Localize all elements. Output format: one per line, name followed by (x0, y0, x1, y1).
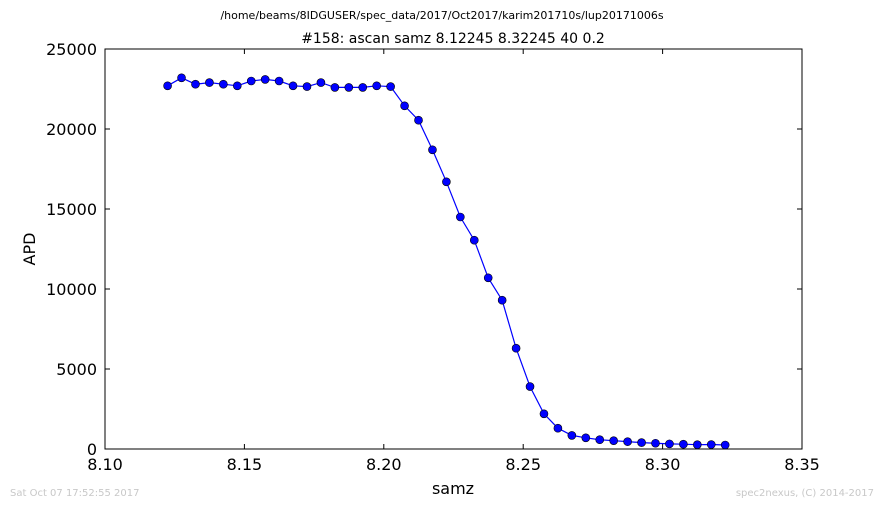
y-tick-label: 10000 (46, 280, 97, 299)
data-point (428, 145, 437, 155)
data-point (665, 439, 674, 449)
data-point (623, 437, 632, 446)
data-point (344, 83, 354, 92)
data-point (177, 73, 186, 83)
data-point (358, 83, 368, 92)
x-tick-label: 8.10 (87, 455, 123, 474)
data-point (386, 82, 395, 91)
y-tick-label: 5000 (56, 360, 97, 379)
data-point (330, 83, 340, 92)
x-tick-label: 8.15 (227, 455, 263, 474)
data-point (567, 431, 577, 440)
data-point (706, 440, 716, 449)
data-point (469, 235, 479, 245)
data-point (511, 343, 521, 353)
data-point (288, 81, 298, 91)
series-line (167, 77, 726, 446)
data-point (720, 440, 730, 450)
axis-ticks: 8.10 8.15 8.20 8.25 8.30 8.35 0 5000 10000 15000 2… (46, 40, 820, 474)
chart-suptitle: /home/beams/8IDGUSER/spec_data/2017/Oct2… (220, 9, 663, 22)
y-tick-label: 20000 (46, 120, 97, 139)
data-point (497, 295, 507, 305)
data-point (246, 76, 256, 86)
data-point (483, 273, 493, 283)
data-point (539, 409, 549, 419)
data-point (232, 81, 242, 91)
y-axis-label: APD (20, 233, 39, 266)
x-tick-label: 8.35 (784, 455, 820, 474)
data-point (651, 438, 660, 448)
y-tick-label: 0 (87, 440, 97, 459)
data-point (637, 438, 646, 447)
data-point (442, 177, 451, 187)
y-tick-label: 25000 (46, 40, 97, 59)
data-point (191, 79, 200, 89)
plot-frame (104, 48, 803, 450)
x-tick-label: 8.30 (645, 455, 681, 474)
y-tick-label: 15000 (46, 200, 97, 219)
chart-title: #158: ascan samz 8.12245 8.32245 40 0.2 (301, 31, 605, 47)
data-point (679, 439, 688, 449)
x-tick-label: 8.25 (505, 455, 541, 474)
data-point (274, 76, 284, 86)
data-point (581, 433, 591, 443)
data-point (595, 435, 605, 445)
data-point (302, 82, 312, 91)
footer-credit: spec2nexus, (C) 2014-2017 (735, 488, 874, 499)
data-point (414, 115, 423, 125)
data-point (609, 436, 618, 445)
footer-timestamp: Sat Oct 07 17:52:55 2017 (10, 488, 140, 499)
data-point (219, 79, 228, 89)
x-tick-label: 8.20 (366, 455, 402, 474)
data-point (553, 423, 563, 433)
data-point (163, 81, 172, 91)
data-point (525, 382, 535, 391)
x-axis-label: samz (432, 479, 474, 498)
data-point (205, 78, 214, 87)
data-point (693, 440, 702, 449)
data-point (456, 212, 465, 222)
data-point (400, 101, 409, 111)
data-point (372, 81, 381, 91)
data-series (163, 73, 730, 450)
data-point (316, 78, 326, 87)
data-point (260, 75, 270, 84)
